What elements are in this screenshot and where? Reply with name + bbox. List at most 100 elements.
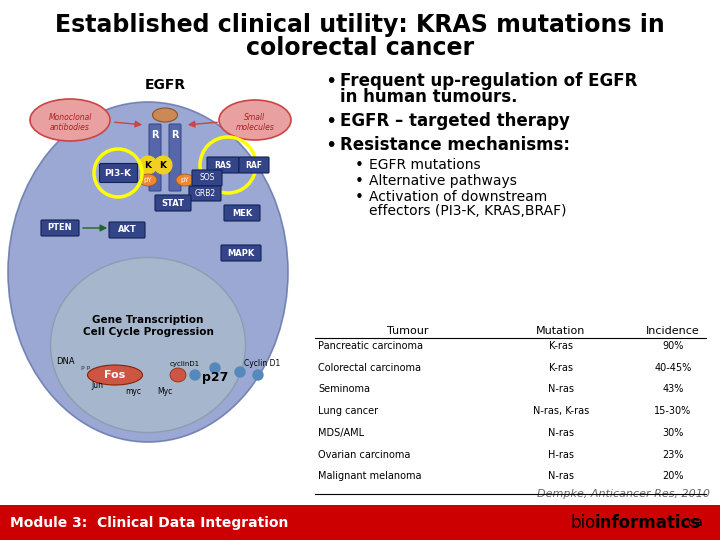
Circle shape	[210, 363, 220, 373]
Text: Small: Small	[244, 112, 266, 122]
Text: Gene Transcription: Gene Transcription	[92, 315, 204, 325]
Text: •: •	[355, 174, 364, 189]
Text: STAT: STAT	[161, 199, 184, 207]
Text: Resistance mechanisms:: Resistance mechanisms:	[340, 136, 570, 154]
Text: 20%: 20%	[662, 471, 684, 481]
FancyBboxPatch shape	[192, 170, 222, 186]
Ellipse shape	[88, 365, 143, 385]
Text: Lung cancer: Lung cancer	[318, 406, 378, 416]
Ellipse shape	[139, 174, 157, 186]
Text: MDS/AML: MDS/AML	[318, 428, 364, 438]
Ellipse shape	[219, 100, 291, 140]
Text: Alternative pathways: Alternative pathways	[369, 174, 517, 188]
Text: Frequent up-regulation of EGFR: Frequent up-regulation of EGFR	[340, 72, 637, 90]
Text: SOS: SOS	[199, 173, 215, 183]
Text: RAS: RAS	[215, 160, 232, 170]
Text: Activation of downstream: Activation of downstream	[369, 190, 547, 204]
Text: R: R	[171, 130, 179, 140]
FancyBboxPatch shape	[189, 186, 221, 201]
Text: Malignant melanoma: Malignant melanoma	[318, 471, 421, 481]
FancyBboxPatch shape	[221, 245, 261, 261]
Text: •: •	[325, 112, 336, 131]
Text: 40-45%: 40-45%	[654, 363, 692, 373]
Ellipse shape	[176, 174, 194, 186]
Text: 30%: 30%	[662, 428, 684, 438]
Text: myc: myc	[125, 388, 141, 396]
Ellipse shape	[50, 258, 246, 433]
Text: molecules: molecules	[235, 123, 274, 132]
Text: K-ras: K-ras	[549, 363, 573, 373]
Text: K: K	[160, 160, 166, 170]
Text: P P: P P	[81, 366, 91, 370]
Text: R: R	[151, 130, 158, 140]
FancyBboxPatch shape	[149, 124, 161, 191]
FancyBboxPatch shape	[224, 205, 260, 221]
Text: Fos: Fos	[104, 370, 125, 380]
Circle shape	[235, 367, 245, 377]
Text: bio: bio	[570, 514, 595, 531]
Circle shape	[253, 370, 263, 380]
Text: MEK: MEK	[232, 208, 252, 218]
Text: PTEN: PTEN	[48, 224, 72, 233]
Text: pY: pY	[181, 177, 189, 183]
Text: N-ras: N-ras	[548, 471, 574, 481]
Text: K: K	[145, 160, 151, 170]
Text: pY: pY	[144, 177, 153, 183]
Text: colorectal cancer: colorectal cancer	[246, 36, 474, 60]
Text: effectors (PI3-K, KRAS,BRAF): effectors (PI3-K, KRAS,BRAF)	[369, 204, 567, 218]
Circle shape	[154, 156, 172, 174]
Text: Monoclonal: Monoclonal	[48, 112, 91, 122]
Text: antibodies: antibodies	[50, 123, 90, 132]
FancyBboxPatch shape	[99, 164, 138, 183]
Text: Module 3:  Clinical Data Integration: Module 3: Clinical Data Integration	[10, 516, 289, 530]
Text: p27: p27	[202, 372, 228, 384]
Text: in human tumours.: in human tumours.	[340, 88, 518, 106]
FancyBboxPatch shape	[109, 222, 145, 238]
Text: Cyclin D1: Cyclin D1	[244, 360, 280, 368]
Text: H-ras: H-ras	[548, 450, 574, 460]
Text: Jun: Jun	[91, 381, 103, 389]
Text: Incidence: Incidence	[646, 326, 700, 336]
Ellipse shape	[170, 368, 186, 382]
Text: N-ras, K-ras: N-ras, K-ras	[533, 406, 589, 416]
FancyBboxPatch shape	[239, 157, 269, 173]
Text: Mutation: Mutation	[536, 326, 585, 336]
Text: Seminoma: Seminoma	[318, 384, 370, 394]
Text: Myc: Myc	[158, 388, 173, 396]
Text: informatics: informatics	[595, 514, 701, 531]
Text: .ca: .ca	[685, 516, 703, 529]
Text: 90%: 90%	[662, 341, 684, 351]
Text: Dempke, Anticancer Res, 2010: Dempke, Anticancer Res, 2010	[537, 489, 710, 499]
Text: AKT: AKT	[117, 226, 136, 234]
Text: Ovarian carcinoma: Ovarian carcinoma	[318, 450, 410, 460]
FancyBboxPatch shape	[155, 195, 191, 211]
Text: •: •	[355, 190, 364, 205]
Text: N-ras: N-ras	[548, 428, 574, 438]
Text: Colorectal carcinoma: Colorectal carcinoma	[318, 363, 421, 373]
Text: EGFR – targeted therapy: EGFR – targeted therapy	[340, 112, 570, 130]
Text: DNA: DNA	[55, 357, 74, 367]
Circle shape	[190, 370, 200, 380]
Ellipse shape	[30, 99, 110, 141]
Text: Cell Cycle Progression: Cell Cycle Progression	[83, 327, 213, 337]
FancyBboxPatch shape	[169, 124, 181, 191]
Circle shape	[139, 156, 157, 174]
Text: K-ras: K-ras	[549, 341, 573, 351]
Ellipse shape	[8, 102, 288, 442]
Text: 43%: 43%	[662, 384, 684, 394]
Text: N-ras: N-ras	[548, 384, 574, 394]
Text: Established clinical utility: KRAS mutations in: Established clinical utility: KRAS mutat…	[55, 13, 665, 37]
Text: EGFR mutations: EGFR mutations	[369, 158, 481, 172]
Text: •: •	[325, 72, 336, 91]
Text: PI3-K: PI3-K	[104, 168, 132, 178]
Text: •: •	[355, 158, 364, 173]
Bar	[313, 317, 708, 497]
FancyBboxPatch shape	[41, 220, 79, 236]
Text: EGFR: EGFR	[145, 78, 186, 92]
Text: •: •	[325, 136, 336, 155]
FancyBboxPatch shape	[207, 157, 239, 173]
Text: Pancreatic carcinoma: Pancreatic carcinoma	[318, 341, 423, 351]
Text: MAPK: MAPK	[228, 248, 255, 258]
Text: RAF: RAF	[246, 160, 263, 170]
Text: cyclinD1: cyclinD1	[170, 361, 200, 367]
